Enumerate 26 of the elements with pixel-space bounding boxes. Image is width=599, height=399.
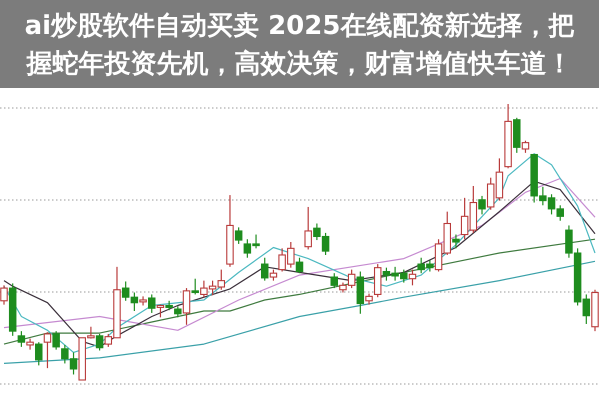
candlestick	[296, 257, 304, 274]
candlestick	[270, 269, 278, 282]
candlestick	[522, 140, 530, 154]
candlestick	[18, 330, 26, 348]
candlestick	[52, 330, 60, 350]
candlestick	[478, 195, 486, 215]
candlestick	[148, 294, 156, 314]
candlestick	[260, 257, 268, 282]
chart-title: ai炒股软件自动买卖 2025在线配资新选择，把握蛇年投资先机，高效决策，财富增值快车道！	[24, 11, 574, 79]
candlestick	[26, 338, 34, 350]
candlestick	[182, 287, 190, 326]
candlestick	[408, 269, 416, 286]
candlestick	[139, 296, 147, 306]
candlestick	[35, 342, 43, 366]
candlestick	[234, 226, 242, 245]
candlestick	[165, 300, 173, 311]
candlestick	[96, 333, 104, 352]
candlestick	[304, 206, 312, 250]
candlestick	[0, 284, 8, 306]
candlestick	[174, 306, 182, 318]
candlestick	[365, 293, 373, 306]
candlestick	[156, 304, 164, 318]
candlestick	[44, 332, 52, 369]
candlestick	[452, 234, 460, 249]
candlestick	[191, 278, 199, 296]
candlestick	[330, 272, 338, 289]
